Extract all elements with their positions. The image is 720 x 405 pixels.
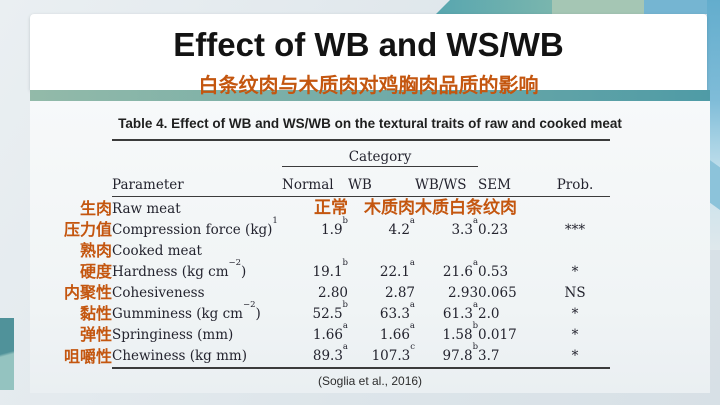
column-header-row: Parameter Normal WB WB/WS SEM Prob. [55, 166, 611, 197]
value-cell: 3.3a [451, 216, 479, 238]
table-row: 弹性 Springiness (mm) 1.66a 1.66a 1.58b 0.017 * [55, 321, 610, 346]
value-cell: 木质肉 [364, 197, 415, 217]
category-header: Category [282, 139, 479, 167]
table-row: 咀嚼性 Chewiness (kg mm) 89.3a 107.3c 97.8b 3.7 * [55, 343, 611, 369]
value-cell: 1.66a [312, 321, 348, 343]
value-cell: 21.6a [442, 258, 479, 280]
table-row: 硬度 Hardness (kg cm−2) 19.1b 22.1a 21.6a 0.53 * [55, 258, 610, 283]
title-box [30, 14, 707, 90]
category-row: Category [55, 139, 611, 167]
col-header-normal: Normal [282, 166, 348, 197]
spacer-cell [55, 166, 112, 196]
col-header-prob: Prob. [540, 166, 611, 197]
col-header-wb: WB [348, 166, 415, 197]
title-accent-bar [30, 90, 710, 101]
col-header-wbws: WB/WS [415, 166, 479, 197]
slide-subtitle-cn: 白条纹肉与木质肉对鸡胸肉品质的影响 [198, 75, 539, 97]
parameter-cell: Compression force (kg)1 [112, 216, 278, 238]
slide-title: Effect of WB and WS/WB [173, 26, 564, 63]
value-cell: 1.9b [321, 216, 348, 238]
table-row: 黏性 Gumminess (kg cm−2) 52.5b 63.3a 61.3a 2.0 * [55, 300, 610, 325]
spacer-cell [55, 140, 112, 166]
value-cell: * [571, 263, 579, 280]
value-cell: 19.1b [312, 258, 348, 280]
value-cell [282, 241, 348, 262]
parameter-cell: Raw meat [112, 200, 181, 217]
parameter-cell: Chewiness (kg mm) [112, 345, 282, 369]
value-cell [540, 196, 610, 220]
value-cell: 正常 [314, 197, 348, 217]
row-annotation-cn: 生肉 [79, 200, 112, 218]
parameter-cell: Hardness (kg cm−2) [112, 258, 247, 280]
value-cell: 0.065 [478, 284, 517, 301]
spacer-cell [478, 139, 541, 166]
value-cell: 22.1a [379, 258, 415, 280]
value-cell: 1.58b [442, 321, 479, 343]
value-cell: 0.53 [478, 263, 509, 280]
table-row: 熟肉 Cooked meat [55, 241, 610, 262]
table-row: 内聚性 Cohesiveness 2.80 2.87 2.93 0.065 NS [55, 283, 610, 304]
value-cell: 89.3a [282, 343, 348, 369]
value-cell: 4.2a [388, 216, 415, 238]
spacer-cell [540, 139, 611, 166]
value-cell [415, 241, 478, 262]
parameter-cell: Cooked meat [112, 242, 202, 259]
value-cell: * [540, 345, 611, 369]
table-row: 生肉 Raw meat 正常 木质肉 木质白条纹肉 [55, 196, 610, 220]
value-cell: 0.017 [478, 326, 517, 343]
spacer-cell [112, 139, 282, 166]
value-cell [348, 241, 415, 262]
value-cell: NS [564, 284, 586, 301]
row-annotation-cn: 内聚性 [63, 284, 112, 302]
results-table-body: 生肉 Raw meat 正常 木质肉 木质白条纹肉 压力值 Compression forc… [55, 196, 611, 369]
results-table: Category Parameter Normal WB WB/WS SEM P… [55, 139, 611, 369]
parameter-cell: Cohesiveness [112, 284, 205, 301]
value-cell: 107.3c [348, 343, 415, 369]
corner-facet-sage [552, 0, 660, 14]
value-cell: *** [564, 221, 586, 238]
bottom-left-facet [0, 318, 14, 390]
row-annotation-cn: 硬度 [79, 263, 112, 281]
value-cell [540, 241, 610, 262]
table-row: 压力值 Compression force (kg)1 1.9b 4.2a 3.3a 0.… [55, 216, 610, 241]
parameter-cell: Springiness (mm) [112, 326, 234, 343]
right-edge-facet-small [707, 158, 720, 210]
value-cell: 97.8b [415, 343, 479, 369]
col-header-sem: SEM [478, 166, 541, 197]
parameter-cell: Gumminess (kg cm−2) [112, 300, 261, 322]
row-annotation-cn: 黏性 [79, 305, 112, 323]
value-cell: * [571, 305, 579, 322]
corner-facet-teal [436, 0, 572, 14]
value-cell: 2.80 [317, 284, 348, 301]
value-cell: 2.87 [384, 284, 415, 301]
value-cell: 63.3a [379, 300, 415, 322]
value-cell: 木质白条纹肉 [415, 197, 517, 217]
value-cell: 0.23 [478, 221, 509, 238]
col-header-parameter: Parameter [112, 166, 282, 197]
value-cell: * [571, 326, 579, 343]
row-annotation-cn: 咀嚼性 [63, 348, 112, 366]
value-cell: 2.0 [478, 305, 500, 322]
value-cell: 2.93 [447, 284, 479, 301]
citation: (Soglia et al., 2016) [317, 374, 423, 388]
value-cell: 52.5b [312, 300, 348, 322]
row-annotation-cn: 熟肉 [79, 242, 112, 260]
value-cell: 3.7 [478, 345, 541, 369]
value-cell: 61.3a [442, 300, 479, 322]
value-cell: 1.66a [379, 321, 415, 343]
corner-facet-blue [644, 0, 720, 14]
table-caption: Table 4. Effect of WB and WS/WB on the t… [118, 116, 622, 131]
row-annotation-cn: 压力值 [63, 221, 112, 239]
value-cell [478, 241, 540, 262]
row-annotation-cn: 弹性 [79, 326, 112, 344]
